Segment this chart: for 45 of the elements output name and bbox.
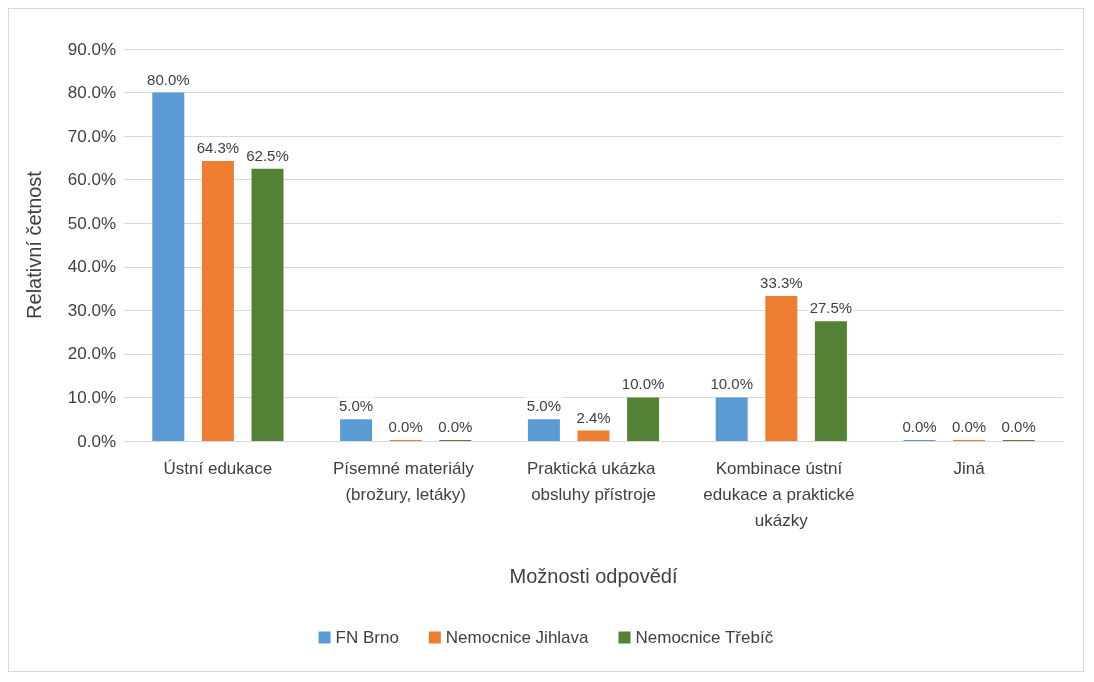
legend-label: FN Brno	[335, 628, 399, 647]
bar	[152, 92, 185, 441]
bar	[577, 430, 610, 441]
y-tick-label: 20.0%	[67, 344, 116, 364]
data-label: 80.0%	[147, 70, 190, 88]
y-tick-label: 30.0%	[67, 300, 116, 320]
x-tick-label: Jiná	[953, 458, 986, 478]
legend-label: Nemocnice Jihlava	[445, 628, 590, 647]
x-axis-title: Možnosti odpovědí	[509, 565, 678, 587]
bar	[340, 419, 373, 441]
y-tick-label: 90.0%	[67, 39, 116, 59]
data-label: 10.0%	[710, 375, 753, 393]
data-label: 5.0%	[526, 397, 561, 415]
data-label: 62.5%	[246, 146, 289, 164]
y-tick-label: 60.0%	[67, 170, 116, 190]
y-tick-label: 50.0%	[67, 213, 116, 233]
bar	[814, 321, 847, 441]
bar	[201, 160, 234, 441]
y-tick-label: 70.0%	[67, 126, 116, 146]
bar	[765, 295, 798, 441]
data-label: 27.5%	[809, 299, 853, 317]
data-label: 0.0%	[902, 418, 937, 435]
x-tick-label: Praktická ukázka obsluhy přístroje	[526, 458, 661, 504]
bar	[627, 397, 660, 441]
data-label: 33.3%	[760, 273, 803, 291]
bar	[527, 419, 560, 441]
data-label: 0.0%	[388, 418, 423, 435]
data-label: 0.0%	[952, 418, 987, 435]
data-label: 0.0%	[1001, 418, 1036, 435]
y-tick-label: 80.0%	[67, 83, 116, 103]
x-tick-label: Písemné materiály (brožury, letáky)	[332, 458, 479, 504]
y-tick-label: 0.0%	[77, 431, 116, 451]
data-label: 10.0%	[621, 375, 665, 393]
bar	[251, 168, 284, 441]
legend-label: Nemocnice Třebíč	[635, 628, 774, 647]
bar	[715, 397, 748, 441]
data-label: 64.3%	[196, 138, 240, 156]
y-tick-label: 10.0%	[67, 387, 116, 407]
data-label: 0.0%	[438, 418, 473, 435]
data-label: 2.4%	[576, 408, 611, 426]
y-tick-label: 40.0%	[67, 257, 116, 277]
x-tick-label: Ústní edukace	[163, 458, 273, 478]
y-axis-title: Relativní četnost	[23, 170, 45, 319]
data-label: 5.0%	[339, 397, 374, 415]
x-tick-label: Kombinace ústní edukace a praktické ukázky	[703, 458, 860, 530]
